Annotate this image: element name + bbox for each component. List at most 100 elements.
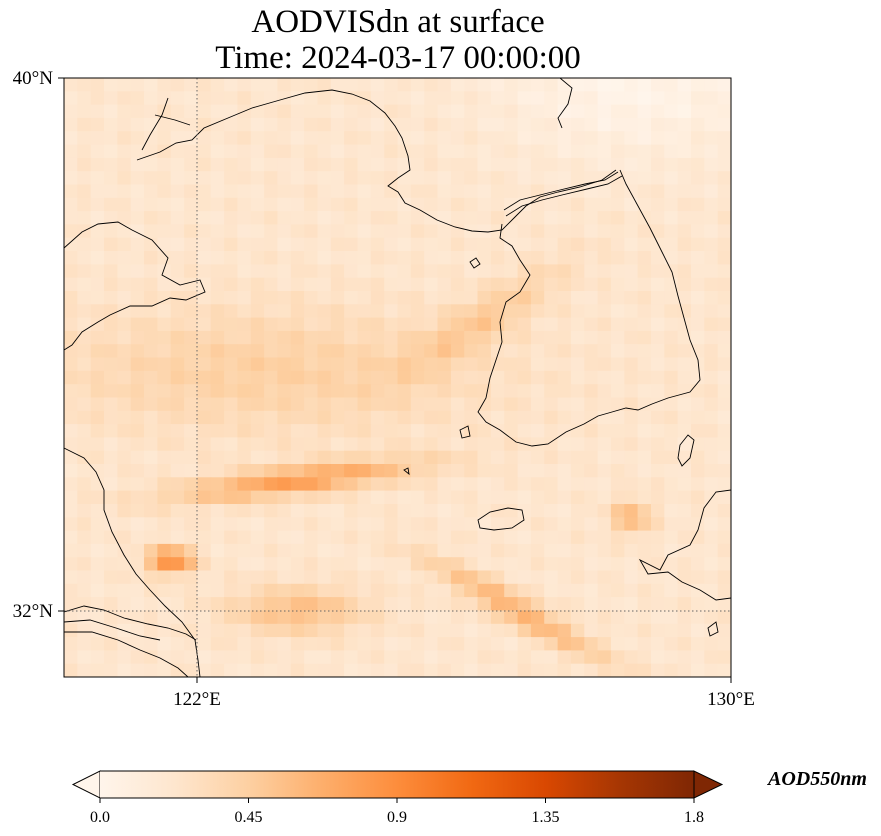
aod-cell bbox=[544, 450, 559, 465]
aod-cell bbox=[117, 583, 132, 598]
aod-cell bbox=[184, 131, 198, 146]
aod-cell bbox=[557, 224, 572, 239]
colorbar-tick-4: 1.8 bbox=[684, 809, 704, 826]
aod-cell bbox=[370, 410, 385, 425]
aod-cell bbox=[637, 144, 652, 159]
aod-cell bbox=[277, 264, 292, 279]
aod-cell bbox=[77, 277, 92, 292]
aod-cell bbox=[597, 557, 612, 572]
aod-cell bbox=[570, 557, 585, 572]
aod-cell bbox=[664, 184, 679, 199]
aod-cell bbox=[104, 424, 118, 438]
aod-cell bbox=[691, 117, 705, 132]
aod-cell bbox=[450, 131, 465, 146]
aod-cell bbox=[477, 304, 492, 319]
aod-cell bbox=[357, 237, 372, 252]
aod-cell bbox=[237, 663, 252, 677]
aod-cell bbox=[330, 251, 345, 265]
aod-cell bbox=[584, 304, 599, 319]
aod-cell bbox=[290, 197, 305, 212]
aod-cell bbox=[410, 663, 425, 677]
aod-cell bbox=[664, 424, 679, 438]
aod-cell bbox=[717, 277, 731, 292]
aod-cell bbox=[157, 530, 172, 545]
aod-cell bbox=[664, 330, 679, 345]
aod-cell bbox=[664, 650, 679, 665]
aod-cell bbox=[117, 543, 132, 558]
aod-cell bbox=[691, 597, 705, 611]
aod-cell bbox=[517, 224, 532, 239]
aod-cell bbox=[610, 610, 625, 625]
aod-cell bbox=[144, 291, 158, 305]
aod-cell bbox=[250, 583, 265, 598]
aod-cell bbox=[544, 131, 559, 146]
aod-cell bbox=[210, 650, 225, 665]
aod-cell bbox=[144, 597, 158, 611]
aod-cell bbox=[317, 397, 332, 412]
aod-cell bbox=[397, 543, 412, 558]
aod-cell bbox=[677, 623, 692, 638]
aod-cell bbox=[264, 583, 278, 598]
aod-cell bbox=[237, 277, 252, 292]
aod-cell bbox=[530, 157, 545, 172]
aod-cell bbox=[357, 490, 372, 505]
aod-cell bbox=[557, 570, 572, 585]
aod-cell bbox=[384, 610, 399, 625]
aod-cell bbox=[651, 384, 665, 399]
aod-cell bbox=[277, 623, 292, 638]
aod-cell bbox=[490, 517, 505, 532]
aod-cell bbox=[224, 91, 238, 106]
aod-cell bbox=[344, 490, 358, 505]
aod-cell bbox=[250, 530, 265, 545]
aod-cell bbox=[651, 171, 665, 186]
aod-cell bbox=[250, 384, 265, 399]
aod-cell bbox=[477, 530, 492, 545]
aod-cell bbox=[397, 171, 412, 186]
colorbar-tick-3: 1.35 bbox=[532, 809, 560, 826]
aod-cell bbox=[691, 251, 705, 265]
aod-cell bbox=[210, 344, 225, 359]
aod-cell bbox=[530, 583, 545, 598]
aod-cell bbox=[104, 557, 118, 572]
aod-cell bbox=[384, 450, 399, 465]
aod-cell bbox=[157, 157, 172, 172]
aod-cell bbox=[330, 397, 345, 412]
aod-cell bbox=[144, 410, 158, 425]
aod-cell bbox=[384, 211, 399, 225]
aod-cell bbox=[224, 330, 238, 345]
aod-cell bbox=[584, 251, 599, 265]
aod-cell bbox=[304, 610, 318, 625]
aod-cell bbox=[664, 543, 679, 558]
aod-cell bbox=[317, 117, 332, 132]
aod-cell bbox=[464, 557, 479, 572]
aod-cell bbox=[677, 357, 692, 372]
aod-cell bbox=[637, 437, 652, 452]
aod-cell bbox=[704, 117, 719, 132]
aod-cell bbox=[144, 517, 158, 532]
aod-cell bbox=[130, 424, 145, 438]
aod-cell bbox=[597, 370, 612, 385]
aod-cell bbox=[170, 410, 185, 425]
aod-cell bbox=[170, 144, 185, 159]
aod-cell bbox=[410, 237, 425, 252]
aod-cell bbox=[90, 211, 105, 225]
aod-cell bbox=[90, 291, 105, 305]
aod-cell bbox=[237, 357, 252, 372]
aod-cell bbox=[677, 397, 692, 412]
aod-cell bbox=[277, 583, 292, 598]
aod-cell bbox=[717, 384, 731, 399]
aod-cell bbox=[144, 464, 158, 478]
aod-cell bbox=[170, 357, 185, 372]
aod-cell bbox=[317, 211, 332, 225]
aod-cell bbox=[370, 490, 385, 505]
aod-cell bbox=[357, 450, 372, 465]
aod-cell bbox=[584, 583, 599, 598]
aod-cell bbox=[704, 424, 719, 438]
aod-cell bbox=[64, 557, 78, 572]
aod-cell bbox=[530, 277, 545, 292]
aod-cell bbox=[450, 184, 465, 199]
aod-cell bbox=[290, 504, 305, 518]
aod-cell bbox=[410, 291, 425, 305]
aod-cell bbox=[357, 477, 372, 492]
aod-cell bbox=[157, 637, 172, 651]
